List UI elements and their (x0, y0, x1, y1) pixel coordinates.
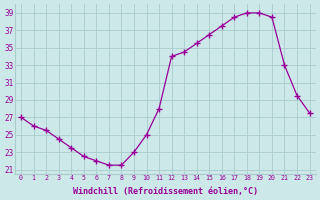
X-axis label: Windchill (Refroidissement éolien,°C): Windchill (Refroidissement éolien,°C) (73, 187, 258, 196)
